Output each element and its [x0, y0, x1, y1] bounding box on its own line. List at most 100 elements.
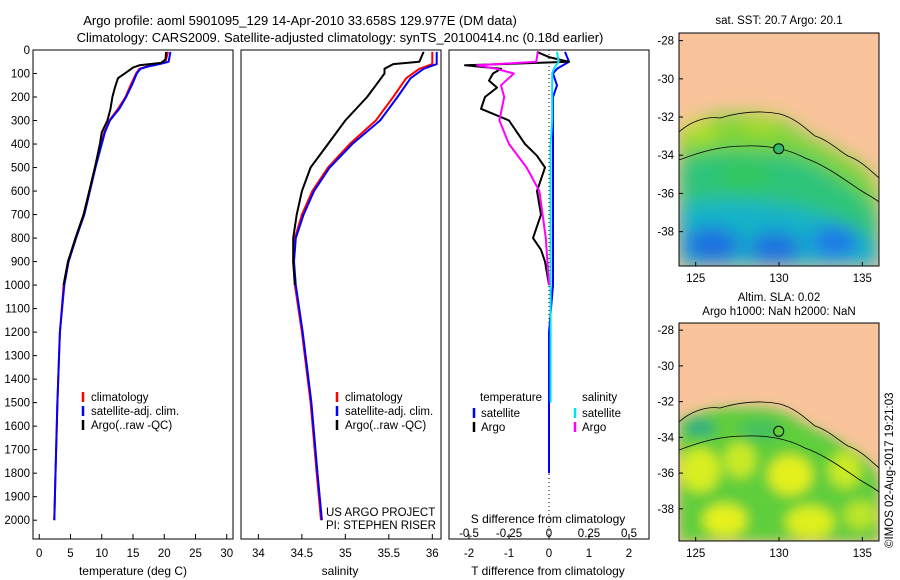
lat-tick-label: -28	[657, 36, 674, 48]
salinity-profiles	[292, 51, 438, 521]
legend-label: satellite	[481, 408, 520, 420]
depth-tick-label: 700	[11, 210, 30, 222]
t-difference-label: T difference from climatology	[471, 564, 625, 578]
depth-contour	[679, 435, 879, 493]
legend-title-temperature: temperature	[480, 392, 542, 404]
x-tick-label: 0	[36, 548, 42, 560]
temperature-x-label: temperature (deg C)	[79, 564, 187, 578]
imos-credit: ©IMOS 02-Aug-2017 19:21:03	[884, 392, 896, 548]
legend-label: Argo(..raw -QC)	[345, 420, 426, 432]
pi-annotation: PI: STEPHEN RISER	[326, 520, 436, 532]
x-tick-label: 5	[67, 548, 73, 560]
series-line-salinity-argo	[476, 51, 550, 286]
lon-tick-label: 135	[853, 273, 872, 285]
sla-map-axes: -28 -30 -32 -34 -36 -38 125 130 135	[657, 325, 872, 560]
depth-tick-label: 600	[11, 186, 30, 198]
x-tick-label: 20	[158, 548, 171, 560]
lat-tick-label: -30	[657, 361, 674, 373]
x-tick-label: 36	[426, 548, 439, 560]
depth-tick-label: 1100	[5, 304, 30, 316]
x-tick-label: 35	[339, 548, 352, 560]
s-tick-label: 0	[546, 528, 552, 540]
x-tick-label: 0	[546, 548, 552, 560]
depth-tick-label: 1000	[4, 280, 30, 292]
lat-tick-label: -32	[657, 112, 674, 124]
series-line-satellite-adj-clim-	[53, 51, 172, 521]
lon-tick-label: 135	[853, 548, 872, 560]
x-tick-label: 2	[626, 548, 632, 560]
x-tick-label: 1	[586, 548, 592, 560]
difference-profiles	[464, 50, 570, 474]
sla-map: -28 -30 -32 -34 -36 -38 125 130 135 Altim. SLA: …	[657, 292, 880, 560]
difference-legend: temperature salinity satellite Argo satellit…	[472, 392, 621, 434]
depth-axis: 0 100 200 300 400 500 600 700 800 900 1000 1100 1200…	[4, 45, 453, 527]
depth-tick-label: 1500	[4, 398, 30, 410]
depth-tick-label: 1800	[4, 468, 30, 480]
figure-title-line-1: Argo profile: aoml 5901095_129 14-Apr-20…	[83, 13, 517, 28]
depth-tick-label: 800	[11, 233, 30, 245]
depth-tick-label: 2000	[4, 515, 30, 527]
x-tick-label: 30	[220, 548, 233, 560]
depth-tick-label: 1600	[4, 421, 30, 433]
sla-map-title: Altim. SLA: 0.02	[738, 292, 820, 304]
sla-map-subtitle: Argo h1000: NaN h2000: NaN	[702, 306, 855, 318]
s-tick-label: -0.25	[496, 528, 522, 540]
lon-tick-label: 125	[686, 548, 705, 560]
lat-tick-label: -38	[657, 504, 674, 516]
argo-float-marker	[773, 425, 785, 437]
x-tick-label: 10	[95, 548, 108, 560]
legend-label: satellite-adj. clim.	[91, 406, 179, 418]
lon-tick-label: 125	[686, 273, 705, 285]
depth-tick-label: 300	[11, 116, 30, 128]
lon-tick-label: 130	[769, 548, 788, 560]
series-line-salinity-satellite	[549, 51, 560, 403]
depth-tick-label: 900	[11, 257, 30, 269]
sst-map-title: sat. SST: 20.7 Argo: 20.1	[715, 15, 842, 27]
x-tick-label: 35.5	[378, 548, 400, 560]
t-difference-x-axis: -2 -1 0 1 2	[464, 534, 632, 560]
salinity-panel: 34 34.5 35 35.5 36 climatology satellite-adj.…	[240, 49, 442, 578]
legend-label: satellite	[582, 408, 621, 420]
legend-label: climatology	[345, 392, 403, 404]
series-line-satellite-adj-clim-	[293, 51, 438, 521]
sst-map-axes: -28 -30 -32 -34 -36 -38 125 130 135	[657, 36, 872, 285]
coastline	[679, 111, 879, 179]
project-annotation: US ARGO PROJECT	[326, 507, 435, 519]
lat-tick-label: -34	[657, 432, 674, 444]
depth-tick-label: 1700	[4, 445, 30, 457]
temperature-x-axis: 0 5 10 15 20 25 30	[36, 534, 233, 560]
salinity-plot-frame	[240, 49, 442, 540]
s-tick-label: -0.5	[459, 528, 479, 540]
depth-tick-label: 500	[11, 163, 30, 175]
depth-tick-label: 1300	[4, 351, 30, 363]
x-tick-label: 34.5	[291, 548, 313, 560]
temperature-panel: 0100200300400500600700800900100011001200…	[4, 45, 453, 578]
lat-tick-label: -32	[657, 397, 674, 409]
difference-panel: -2 -1 0 1 2 -0.5 -0.25 0 0.25 0.5 temperature sal…	[448, 49, 650, 578]
lat-tick-label: -38	[657, 227, 674, 239]
depth-tick-label: 1900	[4, 492, 30, 504]
lon-tick-label: 130	[769, 273, 788, 285]
depth-tick-label: 200	[11, 92, 30, 104]
s-difference-x-axis: -0.5 -0.25 0 0.25 0.5	[459, 528, 637, 540]
x-tick-label: 15	[127, 548, 140, 560]
temperature-profiles	[53, 51, 172, 521]
depth-tick-label: 1400	[4, 374, 30, 386]
temperature-legend: climatology satellite-adj. clim. Argo(..ra…	[81, 392, 179, 432]
series-line-argo-raw-qc-	[292, 51, 425, 286]
sst-map: -28 -30 -32 -34 -36 -38 125 130 135 sat. SST: 20…	[657, 15, 880, 285]
salinity-legend: climatology satellite-adj. clim. Argo(..ra…	[335, 392, 433, 432]
figure-title-line-2: Climatology: CARS2009. Satellite-adjuste…	[77, 30, 604, 45]
coastline	[679, 401, 879, 469]
x-tick-label: 25	[189, 548, 202, 560]
temperature-plot-frame	[32, 49, 234, 540]
depth-contour	[679, 145, 879, 203]
x-tick-label: -2	[464, 548, 474, 560]
lat-tick-label: -36	[657, 188, 674, 200]
salinity-x-axis: 34 34.5 35 35.5 36	[252, 534, 439, 560]
sla-field	[679, 407, 879, 541]
legend-label: Argo	[481, 422, 505, 434]
lat-tick-label: -30	[657, 74, 674, 86]
s-tick-label: 0.25	[578, 528, 600, 540]
